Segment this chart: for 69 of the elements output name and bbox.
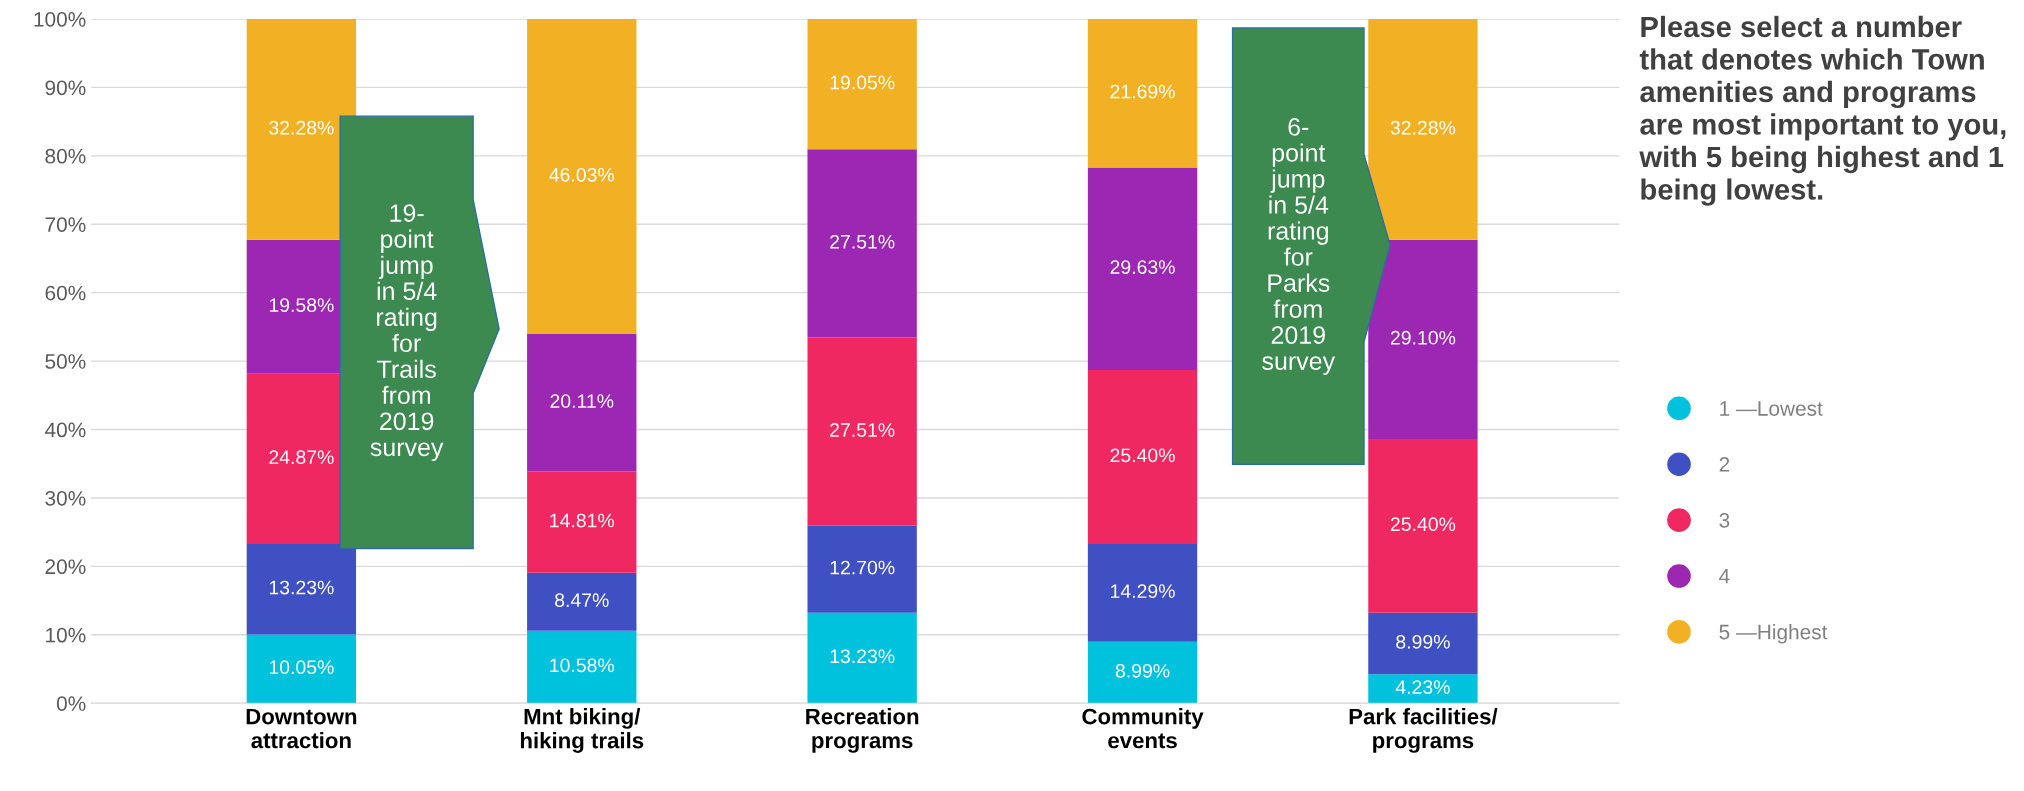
y-tick-label: 100% bbox=[34, 11, 86, 27]
x-tick-label: Park facilities/ programs bbox=[1349, 708, 1498, 753]
bar bbox=[1368, 438, 1478, 613]
data-label: 27.51% bbox=[830, 423, 895, 437]
data-label: 13.23% bbox=[269, 580, 334, 595]
bar bbox=[1087, 641, 1198, 704]
data-label: 27.51% bbox=[830, 234, 895, 249]
data-label: 4.23% bbox=[1395, 680, 1450, 694]
legend-label: 2 bbox=[1719, 457, 1730, 472]
data-label: 29.63% bbox=[1110, 260, 1175, 274]
data-label: 14.29% bbox=[1111, 584, 1175, 599]
data-label: 24.87% bbox=[269, 450, 334, 465]
bar bbox=[1087, 370, 1198, 544]
data-label: 21.69% bbox=[1110, 84, 1175, 99]
y-tick-label: 70% bbox=[45, 217, 86, 232]
x-tick-label: Mnt biking/ hiking trails bbox=[520, 708, 644, 753]
legend-label: 3 bbox=[1719, 512, 1730, 528]
data-label: 19.05% bbox=[830, 75, 895, 90]
y-tick-label: 20% bbox=[45, 559, 86, 575]
data-label: 12.70% bbox=[830, 560, 895, 575]
data-label: 8.47% bbox=[555, 593, 609, 608]
bar bbox=[1368, 612, 1478, 675]
y-tick-label: 90% bbox=[45, 80, 86, 96]
y-tick-label: 80% bbox=[45, 148, 86, 164]
bar bbox=[1087, 543, 1198, 642]
bar bbox=[1087, 167, 1198, 371]
bar bbox=[1368, 674, 1478, 704]
data-label: 8.99% bbox=[1115, 663, 1170, 678]
data-label: 25.40% bbox=[1110, 448, 1175, 463]
data-label: 46.03% bbox=[549, 167, 615, 182]
y-tick-label: 60% bbox=[45, 285, 86, 301]
text: Please select a number that denotes which Town amenities and programs are most important to you, with 5 being highest and 1 being lowest. bbox=[1639, 15, 2006, 206]
bar bbox=[527, 630, 637, 704]
bar bbox=[807, 149, 917, 338]
data-label: 19.58% bbox=[269, 298, 334, 312]
y-tick-label: 50% bbox=[45, 354, 86, 369]
data-label: 32.28% bbox=[1390, 120, 1456, 135]
bar bbox=[527, 471, 637, 573]
y-tick-label: 10% bbox=[46, 627, 86, 643]
x-tick-label: Community events bbox=[1082, 708, 1204, 749]
data-label: 14.81% bbox=[550, 513, 615, 528]
y-tick-label: 0% bbox=[56, 696, 86, 711]
bar bbox=[807, 337, 917, 526]
y-tick-label: 30% bbox=[45, 490, 86, 506]
legend-label: 5 —Highest bbox=[1719, 624, 1828, 644]
y-tick-label: 40% bbox=[45, 422, 86, 438]
data-label: 32.28% bbox=[269, 120, 334, 135]
text: 6- point jump in 5/4 rating for Parks from 2019 survey bbox=[1262, 118, 1336, 375]
bar bbox=[807, 612, 917, 704]
bar bbox=[527, 18, 637, 334]
data-label: 8.99% bbox=[1396, 634, 1450, 649]
bar bbox=[527, 572, 637, 631]
data-label: 10.58% bbox=[550, 658, 615, 673]
data-label: 13.23% bbox=[830, 649, 895, 664]
legend-label: 4 bbox=[1719, 568, 1730, 584]
bar bbox=[246, 543, 357, 635]
data-label: 29.10% bbox=[1390, 330, 1456, 345]
legend-label: 1 —Lowest bbox=[1720, 401, 1823, 416]
x-tick-label: Recreation programs bbox=[806, 708, 919, 753]
data-label: 20.11% bbox=[550, 394, 614, 408]
text: 19- point jump in 5/4 rating for Trails from 2019 survey bbox=[370, 204, 444, 462]
data-label: 10.05% bbox=[269, 660, 334, 675]
bar bbox=[527, 333, 637, 472]
data-label: 25.40% bbox=[1390, 517, 1456, 532]
bar bbox=[807, 525, 917, 613]
bar bbox=[246, 634, 357, 704]
x-tick-label: Downtown attraction bbox=[246, 708, 357, 749]
bar bbox=[807, 18, 917, 150]
bar bbox=[1087, 18, 1198, 168]
